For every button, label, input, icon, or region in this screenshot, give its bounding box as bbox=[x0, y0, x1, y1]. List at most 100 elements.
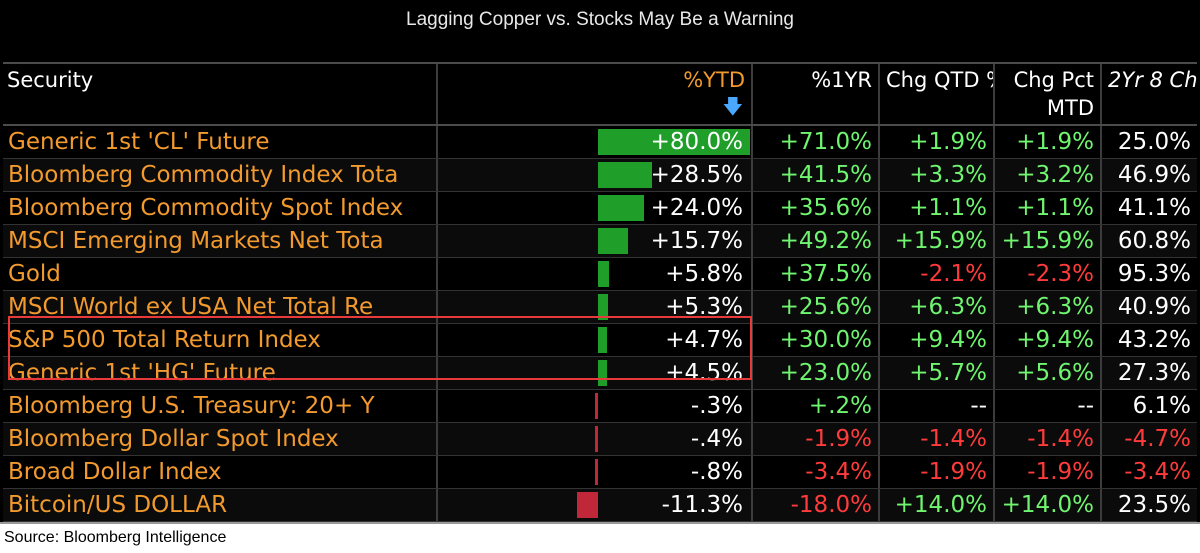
col-header-chg-mtd-line2: MTD bbox=[1046, 96, 1094, 120]
ytd-bar bbox=[595, 459, 598, 485]
ytd-bar bbox=[598, 261, 610, 287]
ytd-value: +24.0% bbox=[650, 195, 743, 221]
ytd-value: +28.5% bbox=[650, 162, 743, 188]
chg-qtd-value: +1.1% bbox=[880, 192, 995, 224]
ytd-cell: -.8% bbox=[438, 456, 753, 488]
chg-mtd-value: +14.0% bbox=[995, 489, 1102, 521]
col-header-1yr[interactable]: %1YR bbox=[753, 64, 880, 124]
chg-mtd-value: +3.2% bbox=[995, 159, 1102, 191]
two-yr-value: 95.3% bbox=[1117, 261, 1191, 287]
ytd-cell: +15.7% bbox=[438, 225, 753, 257]
table-row[interactable]: Bloomberg Commodity Spot Index +24.0% +35.… bbox=[3, 192, 1197, 225]
col-header-ytd-label: %YTD bbox=[683, 68, 745, 92]
chg-qtd-value: +15.9% bbox=[880, 225, 995, 257]
table-row[interactable]: Bloomberg U.S. Treasury: 20+ Y -.3% +.2% --… bbox=[3, 390, 1197, 423]
security-name: Bitcoin/US DOLLAR bbox=[3, 489, 438, 521]
one-yr-value: +23.0% bbox=[753, 357, 880, 389]
ytd-value: +4.7% bbox=[665, 327, 743, 353]
security-table: Security %YTD 🡇 %1YR Chg QTD % Chg Pct M… bbox=[3, 62, 1197, 522]
one-yr-value: +71.0% bbox=[753, 126, 880, 158]
chg-qtd-value: +14.0% bbox=[880, 489, 995, 521]
chg-mtd-value: +6.3% bbox=[995, 291, 1102, 323]
security-name: Gold bbox=[3, 258, 438, 290]
col-header-chg-mtd[interactable]: Chg Pct MTD bbox=[995, 64, 1102, 124]
col-header-ytd[interactable]: %YTD 🡇 bbox=[438, 64, 753, 124]
security-name: Bloomberg Commodity Spot Index bbox=[3, 192, 438, 224]
two-yr-value: 41.1% bbox=[1117, 195, 1191, 221]
one-yr-value: -3.4% bbox=[753, 456, 880, 488]
security-name: Broad Dollar Index bbox=[3, 456, 438, 488]
table-row[interactable]: Gold +5.8% +37.5% -2.1% -2.3% 95.3% bbox=[3, 258, 1197, 291]
chg-qtd-value: -1.4% bbox=[880, 423, 995, 455]
table-row[interactable]: Bitcoin/US DOLLAR -11.3% -18.0% +14.0% +14.0… bbox=[3, 489, 1197, 522]
ytd-value: -.3% bbox=[690, 393, 743, 419]
ytd-cell: -11.3% bbox=[438, 489, 753, 521]
ytd-cell: +24.0% bbox=[438, 192, 753, 224]
two-yr-value: 23.5% bbox=[1117, 492, 1191, 518]
ytd-bar bbox=[595, 393, 598, 419]
col-header-security[interactable]: Security bbox=[3, 64, 438, 124]
ytd-value: +5.8% bbox=[665, 261, 743, 287]
col-header-chg-qtd[interactable]: Chg QTD % bbox=[880, 64, 995, 124]
chg-mtd-value: +15.9% bbox=[995, 225, 1102, 257]
col-header-chg-mtd-line1: Chg Pct bbox=[1013, 68, 1094, 92]
one-yr-value: +30.0% bbox=[753, 324, 880, 356]
one-yr-value: -18.0% bbox=[753, 489, 880, 521]
two-yr-value: 6.1% bbox=[1132, 393, 1191, 419]
security-name: MSCI Emerging Markets Net Tota bbox=[3, 225, 438, 257]
chg-mtd-value: +9.4% bbox=[995, 324, 1102, 356]
ytd-value: +15.7% bbox=[650, 228, 743, 254]
security-name: Bloomberg Commodity Index Tota bbox=[3, 159, 438, 191]
source-note: Source: Bloomberg Intelligence bbox=[0, 522, 1200, 553]
one-yr-value: +49.2% bbox=[753, 225, 880, 257]
security-name: Bloomberg Dollar Spot Index bbox=[3, 423, 438, 455]
ytd-cell: +5.8% bbox=[438, 258, 753, 290]
table-row[interactable]: S&P 500 Total Return Index +4.7% +30.0% +9.… bbox=[3, 324, 1197, 357]
ytd-bar bbox=[598, 162, 653, 188]
col-header-2yr[interactable]: 2Yr 8 Chg bbox=[1108, 68, 1197, 92]
ytd-bar bbox=[598, 294, 609, 320]
ytd-cell: +4.5% bbox=[438, 357, 753, 389]
two-yr-value: -3.4% bbox=[1124, 459, 1191, 485]
two-yr-value: -4.7% bbox=[1124, 426, 1191, 452]
down-arrow-icon: 🡇 bbox=[722, 94, 743, 118]
table-row[interactable]: MSCI World ex USA Net Total Re +5.3% +25.6… bbox=[3, 291, 1197, 324]
security-name: Bloomberg U.S. Treasury: 20+ Y bbox=[3, 390, 438, 422]
ytd-value: +5.3% bbox=[665, 294, 743, 320]
security-name: Generic 1st 'CL' Future bbox=[3, 126, 438, 158]
table-row[interactable]: Bloomberg Commodity Index Tota +28.5% +41.… bbox=[3, 159, 1197, 192]
one-yr-value: +41.5% bbox=[753, 159, 880, 191]
two-yr-value: 46.9% bbox=[1117, 162, 1191, 188]
ytd-bar bbox=[576, 492, 598, 518]
ytd-bar bbox=[598, 327, 607, 353]
table-row[interactable]: Generic 1st 'CL' Future +80.0% +71.0% +1.9%… bbox=[3, 126, 1197, 159]
chg-mtd-value: -1.9% bbox=[995, 456, 1102, 488]
table-row[interactable]: Generic 1st 'HG' Future +4.5% +23.0% +5.7% +… bbox=[3, 357, 1197, 390]
security-name: Generic 1st 'HG' Future bbox=[3, 357, 438, 389]
table-row[interactable]: MSCI Emerging Markets Net Tota +15.7% +49.… bbox=[3, 225, 1197, 258]
one-yr-value: +25.6% bbox=[753, 291, 880, 323]
ytd-value: -.4% bbox=[690, 426, 743, 452]
table-row[interactable]: Bloomberg Dollar Spot Index -.4% -1.9% -1.4… bbox=[3, 423, 1197, 456]
chg-qtd-value: -- bbox=[880, 390, 995, 422]
ytd-value: +4.5% bbox=[665, 360, 743, 386]
ytd-value: -.8% bbox=[690, 459, 743, 485]
chg-mtd-value: -- bbox=[995, 390, 1102, 422]
one-yr-value: -1.9% bbox=[753, 423, 880, 455]
chg-mtd-value: +1.9% bbox=[995, 126, 1102, 158]
table-row[interactable]: Broad Dollar Index -.8% -3.4% -1.9% -1.9% -3.… bbox=[3, 456, 1197, 489]
ytd-bar bbox=[598, 129, 750, 155]
two-yr-value: 40.9% bbox=[1117, 294, 1191, 320]
chg-qtd-value: +9.4% bbox=[880, 324, 995, 356]
two-yr-value: 60.8% bbox=[1117, 228, 1191, 254]
chg-qtd-value: -1.9% bbox=[880, 456, 995, 488]
chg-qtd-value: +5.7% bbox=[880, 357, 995, 389]
ytd-cell: +4.7% bbox=[438, 324, 753, 356]
page-title: Lagging Copper vs. Stocks May Be a Warni… bbox=[406, 9, 794, 30]
one-yr-value: +35.6% bbox=[753, 192, 880, 224]
chg-mtd-value: -2.3% bbox=[995, 258, 1102, 290]
chg-mtd-value: -1.4% bbox=[995, 423, 1102, 455]
chg-qtd-value: +6.3% bbox=[880, 291, 995, 323]
security-name: S&P 500 Total Return Index bbox=[3, 324, 438, 356]
